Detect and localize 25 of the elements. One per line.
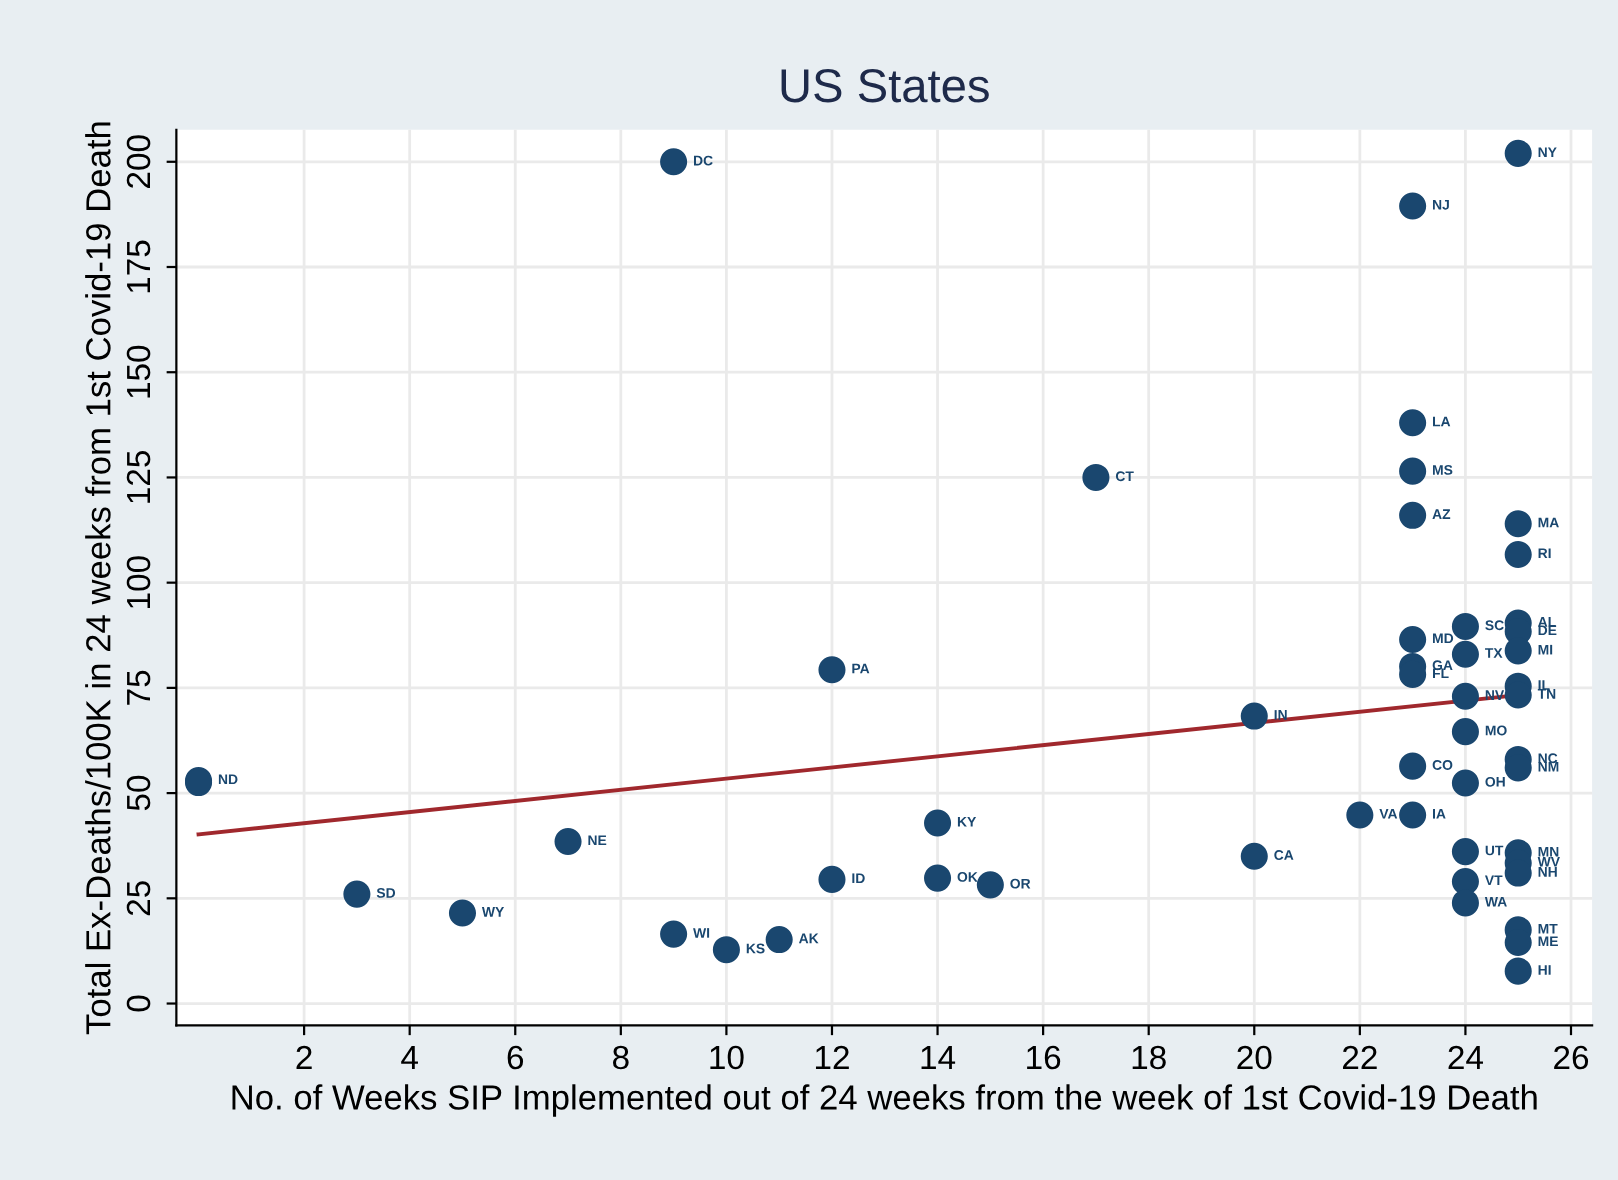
y-tick-label: 75 [127, 670, 151, 705]
x-tick-label: 18 [1132, 1045, 1166, 1070]
x-tick-label: 24 [1448, 1045, 1483, 1070]
x-tick-label: 6 [507, 1045, 524, 1070]
x-tick-label: 2 [296, 1045, 312, 1070]
y-tick-label: 175 [127, 240, 151, 293]
y-axis-title: Total Ex-Deaths/100K in 24 weeks from 1st Covid-19 Death [85, 122, 111, 1035]
y-tick-label: 150 [126, 345, 151, 398]
y-tick-label: 25 [126, 881, 151, 916]
x-tick-label: 10 [710, 1045, 744, 1070]
x-tick-label: 22 [1342, 1045, 1377, 1070]
y-tick-label: 0 [126, 995, 151, 1012]
x-axis-title: No. of Weeks SIP Implemented out of 24 weeks from the week of 1st Covid-19 Death [232, 1084, 1537, 1117]
x-tick-label: 4 [401, 1046, 418, 1070]
y-tick-label: 125 [126, 451, 151, 503]
x-tick-label: 20 [1237, 1045, 1272, 1070]
y-tick-label: 100 [126, 556, 151, 608]
y-tick-label: 50 [126, 775, 151, 811]
x-tick-label: 14 [921, 1046, 956, 1070]
chart-title: US States [781, 69, 989, 103]
x-tick-label: 26 [1554, 1045, 1589, 1070]
x-tick-label: 16 [1027, 1045, 1061, 1070]
y-tick-label: 200 [126, 135, 151, 188]
x-tick-label: 8 [613, 1045, 629, 1070]
x-tick-label: 12 [815, 1045, 849, 1070]
